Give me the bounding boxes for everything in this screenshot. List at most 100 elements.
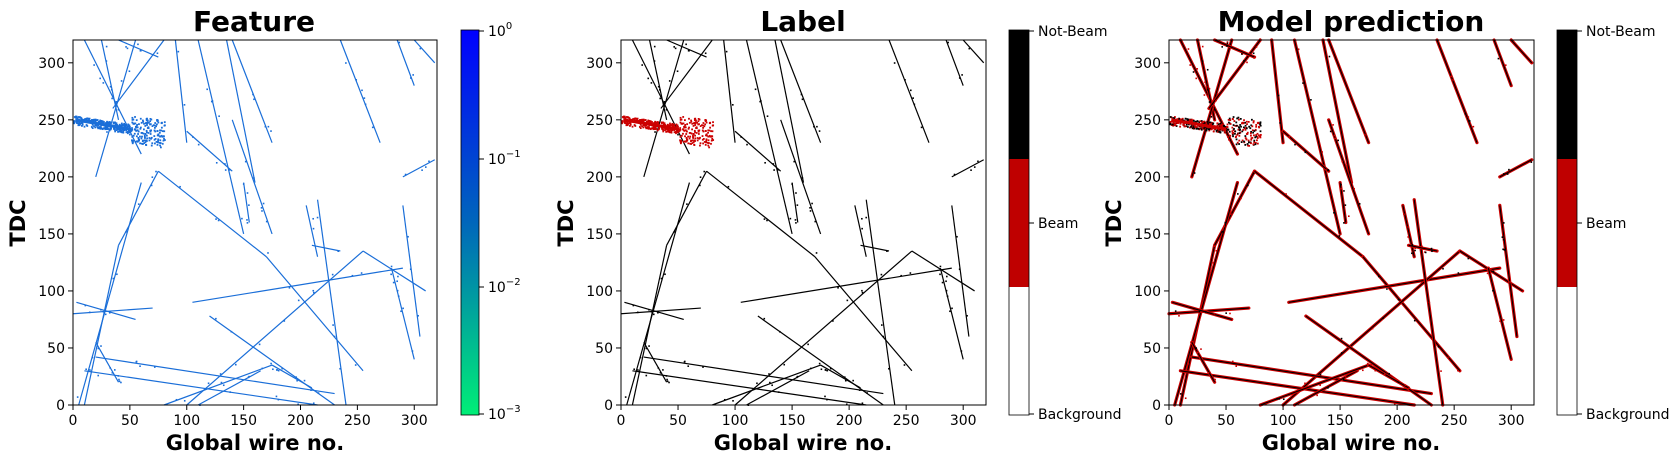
beam-hit bbox=[1244, 124, 1247, 127]
hit-point bbox=[1383, 373, 1386, 376]
plot-frame bbox=[1168, 39, 1535, 406]
beam-hit bbox=[1238, 118, 1240, 121]
colorbar bbox=[460, 29, 480, 416]
x-tick-label: 250 bbox=[893, 413, 920, 429]
x-axis-label: Global wire no. bbox=[1262, 431, 1440, 455]
x-tick-label: 100 bbox=[722, 413, 749, 429]
hit-point bbox=[947, 41, 949, 44]
beam-hit bbox=[705, 141, 708, 144]
hit-point bbox=[1302, 82, 1304, 84]
beam-hit bbox=[159, 129, 161, 132]
beam-hit bbox=[98, 121, 101, 124]
hit-point bbox=[112, 277, 115, 280]
hit-point bbox=[795, 222, 797, 224]
beam-hit bbox=[136, 123, 138, 126]
beam-hit bbox=[85, 124, 88, 126]
hit-point bbox=[1252, 172, 1255, 175]
track-line bbox=[951, 159, 985, 178]
beam-hit bbox=[631, 118, 634, 121]
beam-hit bbox=[703, 141, 706, 143]
beam-hit bbox=[108, 129, 111, 132]
beam-hit bbox=[126, 131, 129, 133]
plot-frame bbox=[620, 39, 987, 406]
hit-point bbox=[909, 272, 912, 274]
hit-point bbox=[153, 366, 156, 368]
hit-point bbox=[1424, 251, 1427, 254]
beam-hit bbox=[1182, 124, 1185, 126]
beam-hit bbox=[86, 117, 89, 120]
hit-point bbox=[861, 289, 863, 292]
beam-hit bbox=[1208, 128, 1211, 131]
beam-hit bbox=[640, 119, 643, 122]
beam-hit bbox=[648, 127, 651, 130]
beam-hit bbox=[149, 130, 152, 133]
hit-point bbox=[1333, 134, 1336, 137]
hit-point bbox=[1411, 252, 1413, 255]
beam-hit bbox=[157, 139, 159, 142]
beam-hit bbox=[1259, 122, 1262, 125]
beam-hit bbox=[696, 121, 699, 124]
beam-hit bbox=[152, 124, 155, 127]
track-line bbox=[643, 341, 668, 383]
track-line bbox=[1191, 341, 1216, 383]
beam-hit bbox=[153, 138, 156, 141]
beam-hit bbox=[1219, 131, 1222, 134]
beam-hit bbox=[699, 136, 701, 139]
beam-hit bbox=[1216, 130, 1219, 133]
hit-point bbox=[951, 307, 953, 310]
hit-point bbox=[1450, 75, 1453, 78]
beam-hit bbox=[1244, 143, 1247, 146]
beam-hit bbox=[1245, 138, 1248, 141]
beam-hit bbox=[148, 139, 151, 142]
beam-hit bbox=[163, 130, 166, 133]
hit-point bbox=[371, 126, 374, 129]
beam-hit bbox=[1245, 127, 1248, 130]
beam-hit bbox=[132, 122, 135, 125]
hit-point bbox=[645, 347, 648, 350]
beam-hit bbox=[638, 126, 641, 128]
beam-hit bbox=[1232, 124, 1235, 126]
beam-hit bbox=[1231, 130, 1234, 133]
hit-point bbox=[361, 89, 363, 92]
beam-hit bbox=[1256, 132, 1259, 135]
beam-hit bbox=[1219, 122, 1222, 125]
beam-hit bbox=[689, 135, 692, 138]
beam-hit bbox=[1251, 129, 1254, 132]
y-tick-label: 150 bbox=[38, 227, 65, 243]
beam-hit bbox=[1255, 124, 1258, 126]
beam-hit bbox=[120, 129, 123, 131]
beam-hit bbox=[682, 140, 685, 143]
hit-point bbox=[140, 49, 142, 52]
hit-point bbox=[663, 101, 666, 103]
hit-point bbox=[882, 335, 885, 338]
beam-hit bbox=[101, 120, 104, 123]
hit-point bbox=[272, 368, 274, 371]
beam-hit bbox=[701, 129, 704, 132]
beam-hit bbox=[699, 144, 701, 147]
beam-hit bbox=[684, 140, 687, 143]
beam-hit bbox=[1187, 123, 1190, 126]
hit-point bbox=[666, 378, 668, 381]
beam-hit bbox=[80, 117, 83, 119]
x-tick-label: 200 bbox=[1384, 413, 1411, 429]
beam-hit bbox=[1210, 123, 1212, 126]
beam-hit bbox=[139, 142, 142, 145]
hit-point bbox=[1195, 347, 1198, 349]
hit-point bbox=[1472, 125, 1475, 128]
beam-hit bbox=[634, 125, 637, 127]
beam-hit bbox=[1199, 120, 1202, 123]
beam-hit bbox=[1238, 132, 1241, 135]
beam-hit bbox=[143, 139, 146, 142]
beam-hit bbox=[692, 137, 695, 139]
beam-hit bbox=[1188, 119, 1191, 121]
hit-point bbox=[946, 295, 949, 298]
hit-point bbox=[1447, 356, 1449, 359]
beam-hit bbox=[1223, 124, 1226, 127]
hit-point bbox=[90, 370, 93, 373]
beam-hit bbox=[129, 129, 132, 131]
track-line bbox=[962, 39, 985, 64]
hit-point bbox=[1337, 139, 1339, 142]
beam-hit bbox=[1251, 125, 1254, 128]
hit-point bbox=[1207, 372, 1210, 374]
beam-hit bbox=[1217, 123, 1220, 126]
